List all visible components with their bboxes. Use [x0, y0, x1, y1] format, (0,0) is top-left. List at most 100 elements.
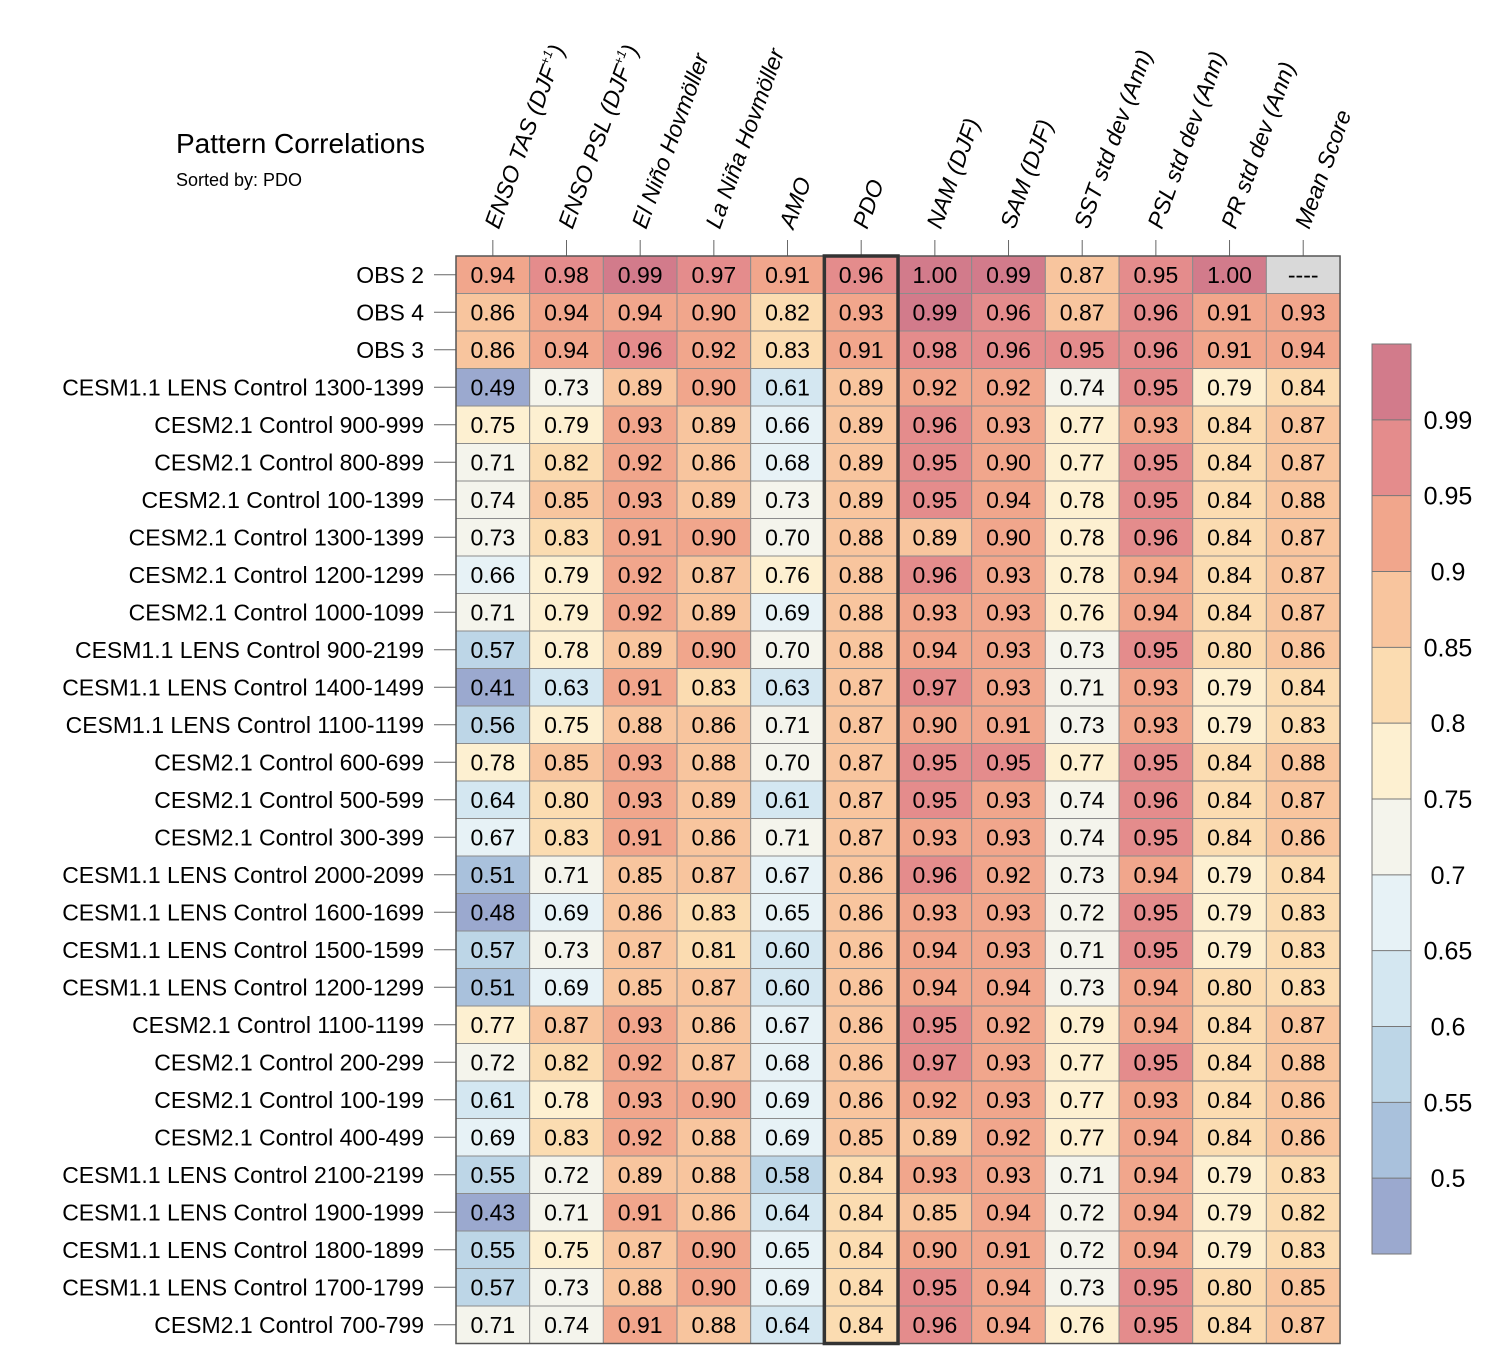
cell-value-cesm1-1-lens-control-1500-1599-el-ni-o-hovm-ller: 0.87	[618, 937, 663, 963]
colorbar-label: 0.7	[1431, 862, 1466, 890]
cell-cesm1-1-lens-control-1100-1199-enso-tas-djf	[455, 705, 531, 744]
cell-value-cesm2-1-control-800-899-la-ni-a-hovm-ller: 0.86	[691, 449, 736, 475]
cell-cesm1-1-lens-control-1900-1999-amo	[750, 1193, 825, 1232]
cell-cesm2-1-control-1300-1399-mean-score	[1265, 518, 1341, 557]
cell-value-cesm2-1-control-300-399-pr-std-dev-ann: 0.84	[1207, 824, 1252, 850]
cell-cesm1-1-lens-control-1200-1299-sam-djf	[971, 968, 1046, 1007]
cell-value-cesm1-1-lens-control-1800-1899-el-ni-o-hovm-ller: 0.87	[618, 1237, 663, 1263]
cell-value-cesm1-1-lens-control-1100-1199-pdo: 0.87	[839, 712, 884, 738]
cell-cesm2-1-control-100-1399-enso-tas-djf	[455, 480, 531, 519]
cell-cesm1-1-lens-control-1900-1999-sst-std-dev-ann	[1044, 1193, 1120, 1232]
cell-value-cesm2-1-control-100-1399-la-ni-a-hovm-ller: 0.89	[691, 487, 736, 513]
cell-value-cesm2-1-control-700-799-psl-std-dev-ann: 0.95	[1133, 1312, 1178, 1338]
row-label-cesm1-1-lens-control-1200-1299: CESM1.1 LENS Control 1200-1299	[62, 974, 424, 1000]
colorbar-segment	[1372, 344, 1411, 420]
cell-obs-3-enso-tas-djf	[455, 330, 531, 369]
row-label-cesm2-1-control-1300-1399: CESM2.1 Control 1300-1399	[129, 524, 424, 550]
cell-value-obs-4-pdo: 0.93	[839, 299, 884, 325]
cell-value-cesm2-1-control-1300-1399-sam-djf: 0.90	[986, 524, 1031, 550]
cell-cesm2-1-control-200-299-mean-score	[1265, 1043, 1341, 1082]
cell-value-cesm1-1-lens-control-1800-1899-pdo: 0.84	[839, 1237, 884, 1263]
cell-value-cesm1-1-lens-control-2000-2099-la-ni-a-hovm-ller: 0.87	[691, 862, 736, 888]
cell-value-cesm2-1-control-1200-1299-mean-score: 0.87	[1281, 562, 1326, 588]
cell-value-cesm1-1-lens-control-2000-2099-mean-score: 0.84	[1281, 862, 1326, 888]
column-labels: ENSO TAS (DJF+1)ENSO PSL (DJF+1)El Niño …	[479, 41, 1356, 233]
cell-value-cesm2-1-control-1300-1399-la-ni-a-hovm-ller: 0.90	[691, 524, 736, 550]
row-label-cesm1-1-lens-control-1700-1799: CESM1.1 LENS Control 1700-1799	[62, 1274, 424, 1300]
cell-cesm1-1-lens-control-1400-1499-la-ni-a-hovm-ller	[676, 668, 752, 707]
col-label-text: SAM (DJF)	[995, 116, 1058, 232]
cell-value-obs-3-nam-djf: 0.98	[912, 337, 957, 363]
cell-value-cesm2-1-control-400-499-nam-djf: 0.89	[912, 1124, 957, 1150]
cell-value-cesm2-1-control-1300-1399-enso-psl-djf: 0.83	[544, 524, 589, 550]
cell-value-cesm2-1-control-400-499-enso-psl-djf: 0.83	[544, 1124, 589, 1150]
cell-value-cesm2-1-control-1000-1099-la-ni-a-hovm-ller: 0.89	[691, 599, 736, 625]
cell-value-cesm1-1-lens-control-900-2199-psl-std-dev-ann: 0.95	[1133, 637, 1178, 663]
cell-value-cesm1-1-lens-control-1100-1199-amo: 0.71	[765, 712, 810, 738]
cell-cesm2-1-control-100-1399-mean-score	[1265, 480, 1341, 519]
row-labels: OBS 2 OBS 4 OBS 3 CESM1.1 LENS Control 1300…	[62, 262, 424, 1338]
row-label-obs-3: OBS 3	[356, 337, 424, 363]
cell-value-cesm1-1-lens-control-1300-1399-amo: 0.61	[765, 374, 810, 400]
cell-value-cesm1-1-lens-control-1900-1999-enso-tas-djf: 0.43	[470, 1199, 515, 1225]
cell-cesm2-1-control-500-599-sst-std-dev-ann	[1044, 780, 1120, 819]
cell-cesm2-1-control-400-499-sst-std-dev-ann	[1044, 1118, 1120, 1157]
cell-value-cesm2-1-control-100-1399-amo: 0.73	[765, 487, 810, 513]
cell-value-cesm2-1-control-1000-1099-psl-std-dev-ann: 0.94	[1133, 599, 1178, 625]
cell-value-cesm1-1-lens-control-1900-1999-mean-score: 0.82	[1281, 1199, 1326, 1225]
cell-obs-3-amo	[750, 330, 825, 369]
cell-value-cesm2-1-control-900-999-sam-djf: 0.93	[986, 412, 1031, 438]
cell-obs-3-nam-djf	[897, 330, 973, 369]
cell-cesm1-1-lens-control-900-2199-mean-score	[1265, 630, 1341, 669]
cell-value-cesm2-1-control-100-199-sst-std-dev-ann: 0.77	[1060, 1087, 1105, 1113]
cell-cesm2-1-control-1200-1299-pdo	[823, 555, 899, 594]
cell-value-cesm2-1-control-100-199-amo: 0.69	[765, 1087, 810, 1113]
row-label-cesm1-1-lens-control-1400-1499: CESM1.1 LENS Control 1400-1499	[62, 674, 424, 700]
cell-value-obs-3-pdo: 0.91	[839, 337, 884, 363]
cell-value-cesm2-1-control-1100-1199-pr-std-dev-ann: 0.84	[1207, 1012, 1252, 1038]
cell-value-cesm2-1-control-700-799-amo: 0.64	[765, 1312, 810, 1338]
cell-value-obs-4-sst-std-dev-ann: 0.87	[1060, 299, 1105, 325]
row-label-cesm1-1-lens-control-1100-1199: CESM1.1 LENS Control 1100-1199	[66, 712, 424, 738]
cell-value-cesm1-1-lens-control-1800-1899-sam-djf: 0.91	[986, 1237, 1031, 1263]
cell-value-cesm1-1-lens-control-1100-1199-mean-score: 0.83	[1281, 712, 1326, 738]
cell-value-cesm1-1-lens-control-1900-1999-pdo: 0.84	[839, 1199, 884, 1225]
cell-value-obs-3-la-ni-a-hovm-ller: 0.92	[691, 337, 736, 363]
cell-value-cesm1-1-lens-control-1500-1599-enso-tas-djf: 0.57	[470, 937, 515, 963]
cell-cesm1-1-lens-control-1300-1399-enso-tas-djf	[455, 368, 531, 407]
cell-value-cesm2-1-control-100-1399-sam-djf: 0.94	[986, 487, 1031, 513]
cell-value-cesm2-1-control-400-499-pr-std-dev-ann: 0.84	[1207, 1124, 1252, 1150]
cell-cesm1-1-lens-control-2000-2099-sst-std-dev-ann	[1044, 855, 1120, 894]
cell-value-cesm2-1-control-100-1399-enso-psl-djf: 0.85	[544, 487, 589, 513]
cell-value-cesm1-1-lens-control-1300-1399-pdo: 0.89	[839, 374, 884, 400]
colorbar-label: 0.65	[1424, 938, 1473, 966]
cell-cesm2-1-control-300-399-enso-psl-djf	[529, 818, 604, 857]
cell-cesm1-1-lens-control-1700-1799-psl-std-dev-ann	[1118, 1268, 1194, 1307]
cell-value-cesm2-1-control-600-699-pdo: 0.87	[839, 749, 884, 775]
cell-value-cesm2-1-control-100-1399-el-ni-o-hovm-ller: 0.93	[618, 487, 663, 513]
cell-value-cesm2-1-control-1100-1199-sst-std-dev-ann: 0.79	[1060, 1012, 1105, 1038]
cell-cesm1-1-lens-control-1400-1499-el-ni-o-hovm-ller	[602, 668, 678, 707]
cell-cesm2-1-control-400-499-enso-psl-djf	[529, 1118, 604, 1157]
cell-cesm2-1-control-100-1399-la-ni-a-hovm-ller	[676, 480, 752, 519]
colorbar-segment	[1372, 1178, 1411, 1254]
cell-value-cesm2-1-control-200-299-enso-psl-djf: 0.82	[544, 1049, 589, 1075]
cell-value-cesm1-1-lens-control-2100-2199-pdo: 0.84	[839, 1162, 884, 1188]
cell-value-cesm1-1-lens-control-1600-1699-psl-std-dev-ann: 0.95	[1133, 899, 1178, 925]
cell-value-obs-4-enso-tas-djf: 0.86	[470, 299, 515, 325]
colorbar-segment	[1372, 571, 1411, 648]
cell-value-obs-2-pr-std-dev-ann: 1.00	[1207, 262, 1252, 288]
cell-value-cesm1-1-lens-control-2000-2099-pr-std-dev-ann: 0.79	[1207, 862, 1252, 888]
cell-value-cesm2-1-control-300-399-pdo: 0.87	[839, 824, 884, 850]
cell-cesm1-1-lens-control-1400-1499-nam-djf	[897, 668, 973, 707]
cell-value-cesm1-1-lens-control-1900-1999-enso-psl-djf: 0.71	[544, 1199, 589, 1225]
cell-value-cesm2-1-control-900-999-la-ni-a-hovm-ller: 0.89	[691, 412, 736, 438]
cell-cesm1-1-lens-control-1500-1599-enso-psl-djf	[529, 930, 604, 969]
cell-value-cesm2-1-control-900-999-pdo: 0.89	[839, 412, 884, 438]
cell-value-cesm2-1-control-500-599-nam-djf: 0.95	[912, 787, 957, 813]
cell-value-cesm2-1-control-800-899-enso-tas-djf: 0.71	[470, 449, 515, 475]
cell-value-cesm2-1-control-1100-1199-la-ni-a-hovm-ller: 0.86	[691, 1012, 736, 1038]
cell-value-cesm1-1-lens-control-2000-2099-sst-std-dev-ann: 0.73	[1060, 862, 1105, 888]
cell-value-cesm2-1-control-500-599-enso-psl-djf: 0.80	[544, 787, 589, 813]
cell-value-cesm1-1-lens-control-1200-1299-mean-score: 0.83	[1281, 974, 1326, 1000]
